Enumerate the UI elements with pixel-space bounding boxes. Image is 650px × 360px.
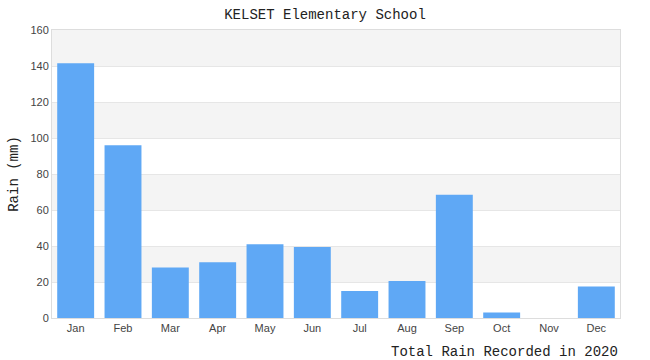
svg-text:Jan: Jan xyxy=(67,322,85,334)
svg-text:Dec: Dec xyxy=(587,322,607,334)
svg-text:Aug: Aug xyxy=(397,322,417,334)
svg-text:20: 20 xyxy=(37,276,49,288)
svg-text:Oct: Oct xyxy=(493,322,510,334)
svg-text:Total Rain Recorded in 2020: Total Rain Recorded in 2020 xyxy=(391,344,618,360)
svg-text:Apr: Apr xyxy=(209,322,226,334)
svg-text:Mar: Mar xyxy=(161,322,180,334)
svg-text:Jun: Jun xyxy=(303,322,321,334)
svg-text:Sep: Sep xyxy=(445,322,465,334)
svg-text:Jul: Jul xyxy=(353,322,367,334)
svg-text:Rain (mm): Rain (mm) xyxy=(6,136,22,212)
svg-text:140: 140 xyxy=(30,60,48,72)
svg-text:Nov: Nov xyxy=(539,322,559,334)
svg-text:0: 0 xyxy=(43,312,49,324)
svg-text:80: 80 xyxy=(37,168,49,180)
svg-text:40: 40 xyxy=(37,240,49,252)
svg-text:100: 100 xyxy=(30,132,48,144)
svg-text:Feb: Feb xyxy=(114,322,133,334)
svg-text:60: 60 xyxy=(37,204,49,216)
svg-text:160: 160 xyxy=(30,24,48,36)
svg-text:May: May xyxy=(255,322,276,334)
svg-text:120: 120 xyxy=(30,96,48,108)
svg-text:KELSET Elementary School: KELSET Elementary School xyxy=(224,7,426,23)
